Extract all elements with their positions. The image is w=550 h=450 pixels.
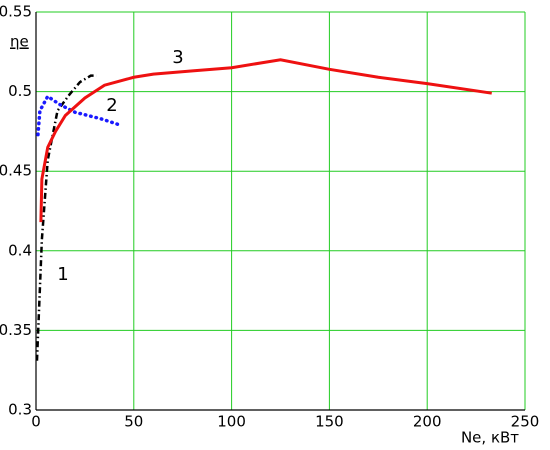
x-tick-label: 250 xyxy=(511,413,540,431)
y-tick-label: 0.35 xyxy=(0,321,32,339)
data-line xyxy=(36,93,122,137)
y-tick-label: 0.45 xyxy=(0,162,32,180)
x-tick-label: 200 xyxy=(413,413,442,431)
y-axis-label: ηe xyxy=(10,33,29,51)
data-line xyxy=(35,74,97,361)
y-tick-label: 0.3 xyxy=(8,401,32,419)
x-tick-label: 0 xyxy=(31,413,41,431)
x-tick-label: 100 xyxy=(217,413,246,431)
annotation: 3 xyxy=(172,47,183,68)
x-tick-label: 50 xyxy=(124,413,143,431)
annotation: 1 xyxy=(57,264,68,285)
x-axis-label: Ne, кВт xyxy=(461,429,519,447)
data-line xyxy=(39,58,492,223)
y-tick-label: 0.4 xyxy=(8,241,32,259)
y-tick-label: 0.55 xyxy=(0,3,32,21)
y-tick-label: 0.5 xyxy=(8,82,32,100)
x-tick-label: 150 xyxy=(315,413,344,431)
annotation: 2 xyxy=(106,95,117,116)
